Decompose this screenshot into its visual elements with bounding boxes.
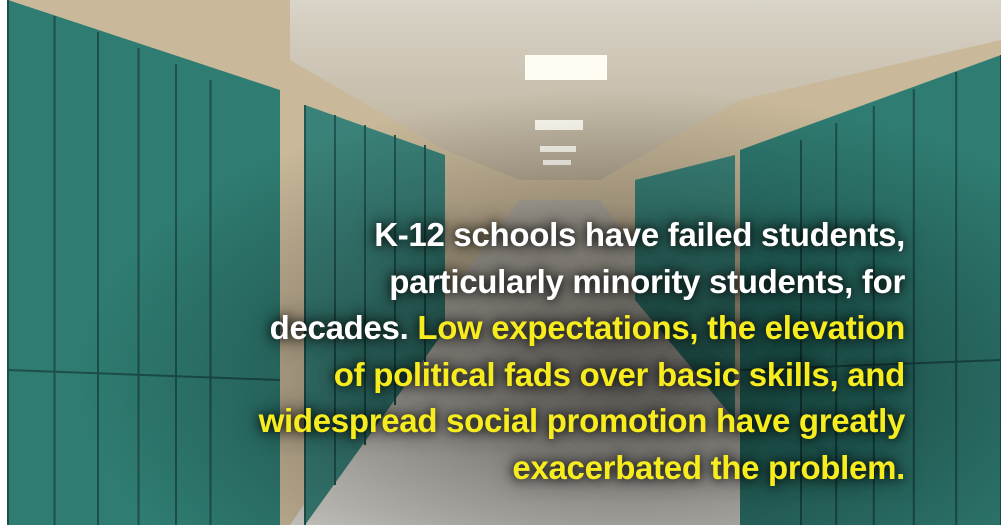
- caption-highlight: Low expectations, the elevation: [417, 309, 905, 346]
- caption-highlight: of political fads over basic skills, and: [333, 355, 906, 393]
- caption-highlight: exacerbated the problem.: [512, 448, 905, 486]
- caption-line: widespread social promotion have greatly: [105, 398, 906, 445]
- caption-white: particularly minority students, for: [389, 262, 905, 300]
- caption-line: decades. Low expectations, the elevation: [105, 305, 906, 352]
- caption-line: of political fads over basic skills, and: [105, 352, 906, 399]
- caption-line: K-12 schools have failed students,: [105, 212, 905, 259]
- caption: K-12 schools have failed students, partic…: [105, 212, 906, 492]
- caption-white: decades.: [269, 309, 409, 346]
- text-shade: [8, 0, 1001, 525]
- caption-highlight: widespread social promotion have greatly: [258, 402, 906, 439]
- caption-line: particularly minority students, for: [105, 259, 905, 306]
- caption-line: exacerbated the problem.: [105, 445, 905, 492]
- caption-white: K-12 schools have failed students,: [374, 216, 905, 253]
